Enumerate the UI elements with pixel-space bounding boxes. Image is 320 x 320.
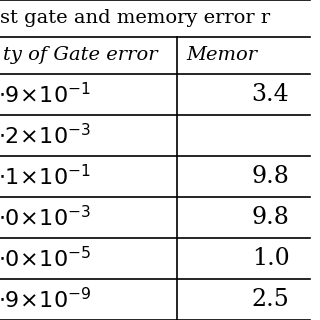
Text: st gate and memory error r: st gate and memory error r — [0, 9, 270, 28]
Text: 9.8: 9.8 — [252, 165, 290, 188]
Text: $\!\!{\cdot}0 \!\times\! 10^{-3}$: $\!\!{\cdot}0 \!\times\! 10^{-3}$ — [0, 205, 91, 230]
Text: 9.8: 9.8 — [252, 206, 290, 229]
Text: $\!\!{\cdot}2 \!\times\! 10^{-3}$: $\!\!{\cdot}2 \!\times\! 10^{-3}$ — [0, 123, 91, 148]
Text: 1.0: 1.0 — [252, 247, 290, 270]
Text: 3.4: 3.4 — [252, 83, 290, 106]
Text: ty of Gate error: ty of Gate error — [3, 46, 158, 64]
Text: $\!\!{\cdot}9 \!\times\! 10^{-1}$: $\!\!{\cdot}9 \!\times\! 10^{-1}$ — [0, 82, 91, 107]
Text: $\!\!{\cdot}9 \!\times\! 10^{-9}$: $\!\!{\cdot}9 \!\times\! 10^{-9}$ — [0, 287, 92, 312]
Text: $\!\!{\cdot}0 \!\times\! 10^{-5}$: $\!\!{\cdot}0 \!\times\! 10^{-5}$ — [0, 246, 91, 271]
Text: $\!\!{\cdot}1 \!\times\! 10^{-1}$: $\!\!{\cdot}1 \!\times\! 10^{-1}$ — [0, 164, 91, 189]
Text: 2.5: 2.5 — [252, 288, 290, 311]
Text: Memor: Memor — [186, 46, 257, 64]
